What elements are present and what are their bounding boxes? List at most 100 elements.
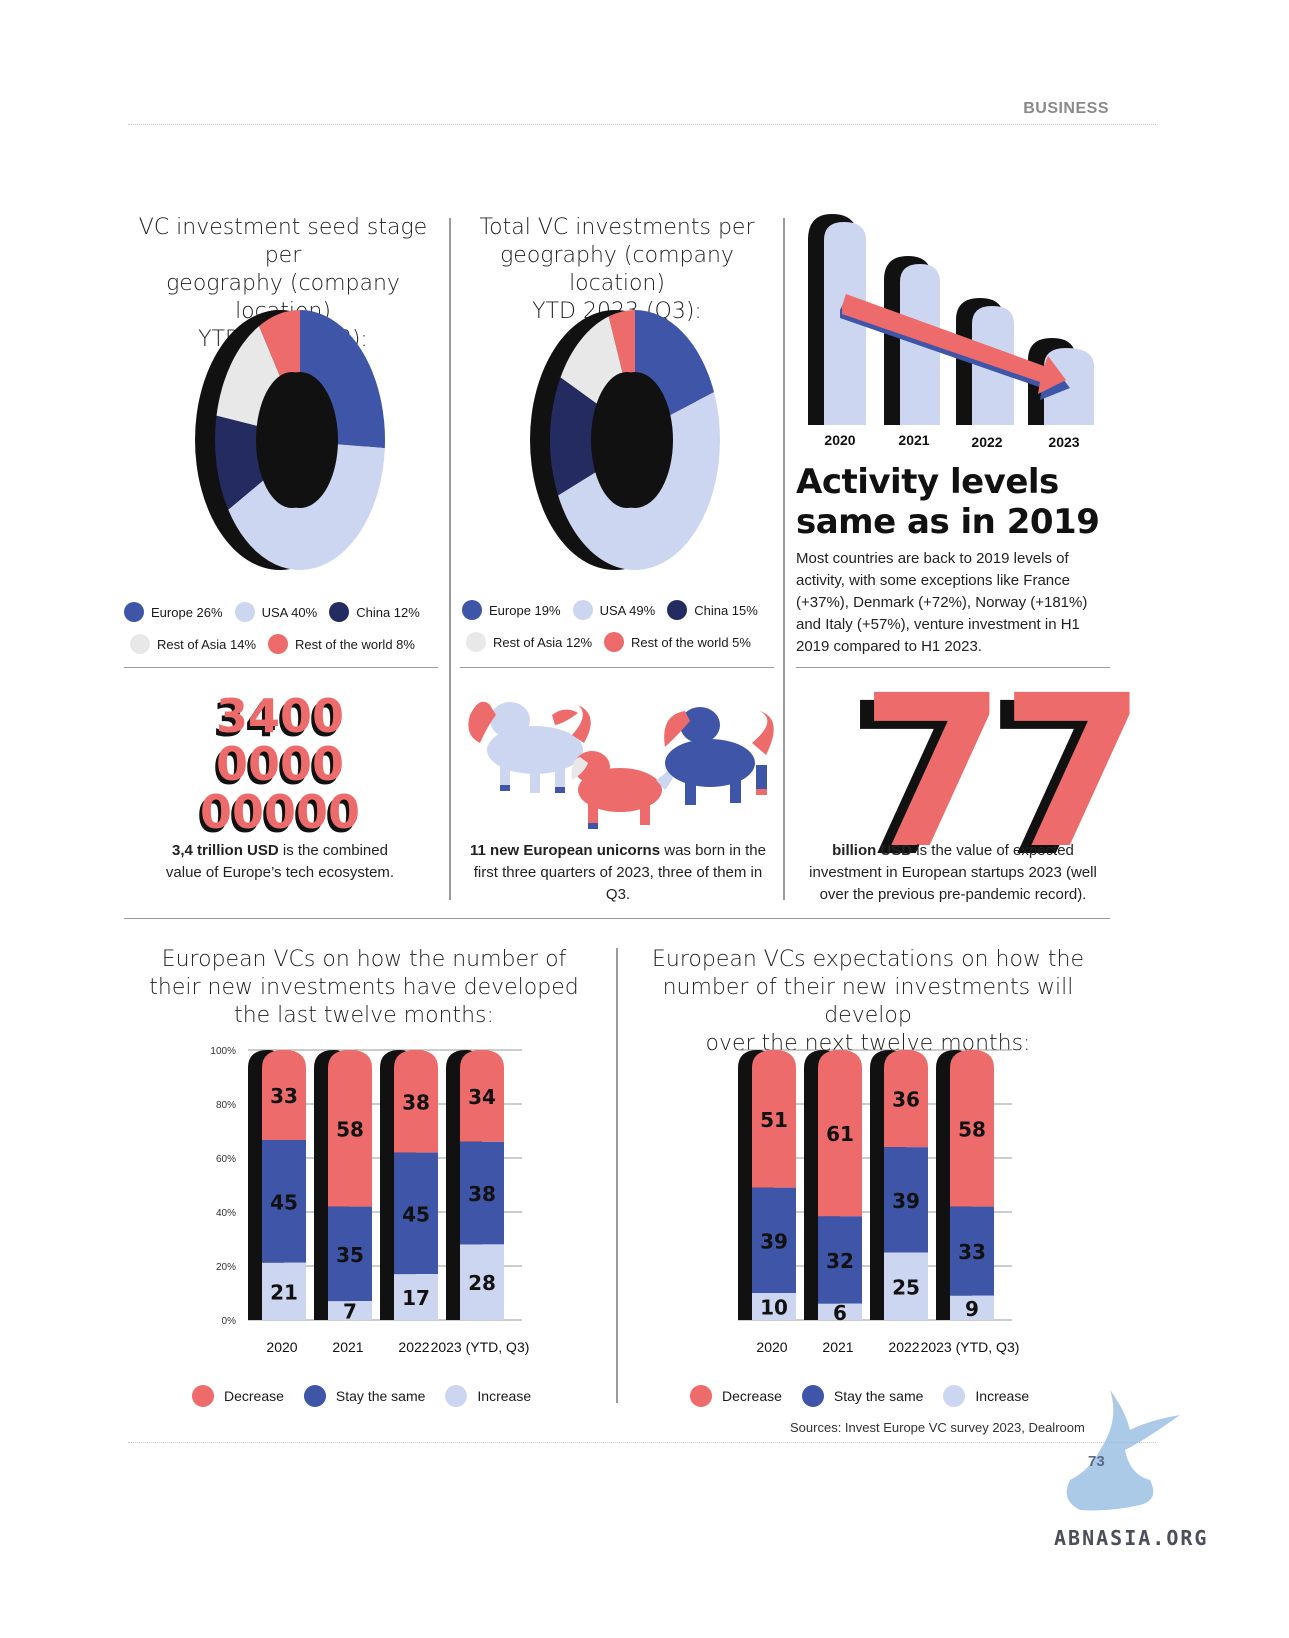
bar-value-label: 28 — [468, 1271, 496, 1295]
donut-slice-rest-of-the-world — [608, 310, 635, 376]
x-tick-label: 2020 — [756, 1339, 787, 1355]
legend-dot — [801, 1385, 824, 1407]
bar-value-label: 21 — [270, 1280, 298, 1304]
stat1-caption: 3,4 trillion USD is the combined value o… — [165, 842, 395, 881]
watermark-text: ABNASIA.ORG — [1054, 1526, 1209, 1550]
donut-hole — [256, 372, 328, 508]
legend-dot — [667, 600, 688, 620]
activity-year-2022: 2022 — [971, 434, 1003, 450]
bars1-chart: 0% 20% 40% 60% 80% 100% 33 45 21 2020 58 35 7 2021 38 4… — [210, 1046, 529, 1355]
legend-dot — [690, 1385, 712, 1407]
bar-segment-stay-the-same — [394, 1152, 438, 1275]
legend-decrease: Decrease — [690, 1385, 782, 1407]
legend-rest-asia: Rest of Asia 12% — [466, 632, 592, 652]
donut-slice-rest-of-the-world — [259, 310, 300, 381]
donut-slice-europe — [300, 310, 385, 449]
digits-line: 0000 — [215, 737, 345, 791]
legend-label: Stay the same — [335, 1388, 426, 1404]
bar-value-label: 58 — [958, 1117, 986, 1141]
legend-europe: Europe 19% — [462, 600, 561, 620]
bottom-divider — [128, 1442, 1156, 1443]
bar-segment-stay-the-same — [818, 1216, 862, 1304]
x-tick-label: 2021 — [332, 1339, 363, 1355]
bar-value-label: 6 — [833, 1301, 847, 1325]
legend-dot — [466, 632, 486, 652]
bars2-legend: Decrease Stay the same Increase — [690, 1385, 1049, 1407]
legend-dot — [303, 1385, 326, 1407]
legend-dot — [329, 602, 350, 622]
bar-value-label: 33 — [270, 1084, 298, 1108]
legend-china: China 12% — [329, 602, 420, 622]
bar-segment-increase — [262, 1262, 306, 1320]
legend-label: Stay the same — [833, 1388, 924, 1404]
divider-right — [796, 667, 1110, 668]
donut1-legend: Europe 26% USA 40% China 12% Rest of Asi… — [124, 602, 449, 666]
bar-segment-stay-the-same — [460, 1141, 504, 1245]
column-divider-1 — [449, 218, 451, 900]
legend-label: Rest of Asia 14% — [157, 636, 256, 652]
legend-stay-same: Stay the same — [303, 1385, 426, 1407]
bar-value-label: 33 — [958, 1240, 986, 1264]
legend-dot — [604, 632, 624, 652]
bar-segment-stay-the-same — [262, 1140, 306, 1263]
legend-label: China 15% — [694, 602, 758, 618]
bar-segment-decrease — [328, 1050, 372, 1207]
legend-dot — [943, 1385, 966, 1407]
bars2-chart: 51 39 10 2020 61 32 6 2021 36 39 25 2022 58 33 9 2023 (… — [738, 1049, 1020, 1355]
legend-label: China 12% — [356, 604, 420, 620]
legend-rest-world: Rest of the world 5% — [604, 632, 751, 652]
legend-dot — [192, 1385, 214, 1407]
activity-bars-illustration — [808, 214, 1094, 425]
legend-dot — [572, 600, 593, 620]
divider-full — [124, 918, 1110, 919]
donut1-chart — [195, 310, 385, 570]
legend-china: China 15% — [667, 600, 758, 620]
x-tick-label: 2022 — [398, 1339, 429, 1355]
y-tick-label: 80% — [216, 1100, 236, 1111]
activity-year-2023: 2023 — [1048, 434, 1080, 450]
column-divider-2 — [783, 218, 785, 900]
bar-segment-stay-the-same — [328, 1206, 372, 1302]
bar-segment-decrease — [752, 1050, 796, 1188]
unicorns-illustration — [468, 701, 774, 829]
bar-value-label: 45 — [270, 1190, 298, 1214]
watermark-logo-icon — [1066, 1390, 1180, 1511]
legend-increase: Increase — [445, 1385, 531, 1407]
bar-value-label: 38 — [402, 1090, 430, 1114]
bar-segment-increase — [394, 1274, 438, 1320]
bar-value-label: 34 — [468, 1085, 496, 1109]
legend-stay-same: Stay the same — [801, 1385, 924, 1407]
bar-value-label: 39 — [892, 1189, 920, 1213]
bars1-title: European VCs on how the number of their n… — [149, 947, 579, 1028]
x-tick-label: 2020 — [266, 1339, 297, 1355]
legend-label: Europe 26% — [151, 604, 223, 620]
donut2-legend: Europe 19% USA 49% China 15% Rest of Asi… — [462, 600, 782, 664]
legend-dot — [462, 600, 482, 620]
y-tick-label: 20% — [216, 1262, 236, 1273]
bar-value-label: 58 — [336, 1117, 364, 1141]
donut2-title: Total VC investments per geography (compa… — [479, 215, 755, 324]
x-tick-label: 2023 (YTD, Q3) — [921, 1339, 1020, 1355]
legend-usa: USA 49% — [572, 600, 655, 620]
bar-value-label: 61 — [826, 1122, 854, 1146]
y-tick-label: 100% — [210, 1046, 236, 1057]
x-tick-label: 2022 — [888, 1339, 919, 1355]
legend-label: USA 40% — [261, 604, 318, 620]
divider-left — [124, 667, 438, 668]
donut-slice-europe — [635, 310, 715, 415]
bar-value-label: 51 — [760, 1108, 788, 1132]
stat2-caption: 11 new European unicorns was born in the… — [470, 842, 766, 903]
activity-year-2021: 2021 — [898, 432, 930, 448]
bar-value-label: 25 — [892, 1275, 920, 1299]
bar-value-label: 35 — [336, 1243, 364, 1267]
bar-segment-increase — [818, 1303, 862, 1320]
legend-label: Decrease — [224, 1388, 284, 1404]
legend-dot — [124, 602, 144, 622]
bar-segment-increase — [950, 1295, 994, 1320]
legend-label: Europe 19% — [489, 602, 561, 618]
donut2-chart — [530, 310, 721, 571]
bar-value-label: 17 — [402, 1286, 430, 1310]
divider-center — [460, 667, 774, 668]
legend-dot — [268, 634, 288, 654]
legend-europe: Europe 26% — [124, 602, 223, 622]
